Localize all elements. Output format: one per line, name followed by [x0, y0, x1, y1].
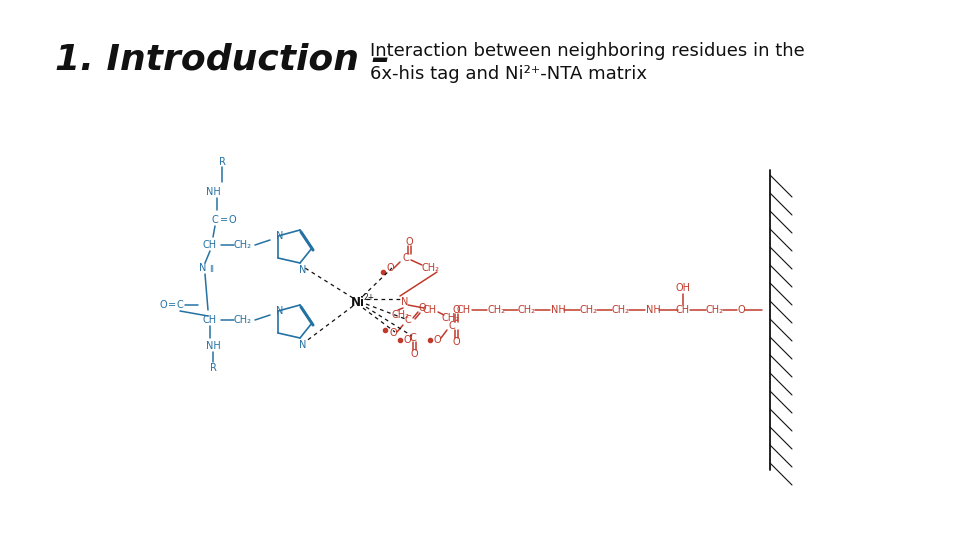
Text: NH: NH — [205, 341, 221, 351]
Text: 1. Introduction –: 1. Introduction – — [55, 42, 390, 76]
Text: CH₂: CH₂ — [234, 240, 252, 250]
Text: CH: CH — [457, 305, 471, 315]
Text: C: C — [402, 253, 409, 263]
Text: O: O — [410, 349, 418, 359]
Text: O: O — [403, 335, 411, 345]
Text: N: N — [200, 263, 206, 273]
Text: O: O — [452, 305, 460, 315]
Text: O: O — [737, 305, 745, 315]
Text: C: C — [211, 215, 218, 225]
Text: O: O — [452, 337, 460, 347]
Text: O: O — [386, 263, 394, 273]
Text: CH₂: CH₂ — [706, 305, 724, 315]
Text: O: O — [159, 300, 167, 310]
Text: N: N — [401, 297, 409, 307]
Text: O: O — [433, 335, 441, 345]
Text: CH₂: CH₂ — [580, 305, 598, 315]
Text: CH: CH — [203, 240, 217, 250]
Text: C: C — [448, 321, 455, 331]
Text: NH: NH — [205, 187, 221, 197]
Text: O: O — [405, 237, 413, 247]
Text: C: C — [410, 333, 417, 343]
Text: CH: CH — [676, 305, 690, 315]
Text: O: O — [389, 328, 396, 338]
Text: CH: CH — [203, 315, 217, 325]
Text: CH₂: CH₂ — [612, 305, 630, 315]
Text: =: = — [168, 300, 176, 310]
Text: CH₂: CH₂ — [391, 310, 409, 320]
Text: 6x-his tag and Ni²⁺-NTA matrix: 6x-his tag and Ni²⁺-NTA matrix — [370, 65, 647, 83]
Text: NH: NH — [551, 305, 565, 315]
Text: CH₂: CH₂ — [234, 315, 252, 325]
Text: OH: OH — [676, 283, 690, 293]
Text: Ni: Ni — [351, 295, 365, 308]
Text: 2+: 2+ — [364, 293, 374, 301]
Text: NH: NH — [646, 305, 660, 315]
Text: CH: CH — [423, 305, 437, 315]
Text: R: R — [209, 363, 216, 373]
Text: CH₂: CH₂ — [441, 313, 459, 323]
Text: CH₂: CH₂ — [421, 263, 439, 273]
Text: =: = — [220, 215, 228, 225]
Text: N: N — [276, 231, 284, 241]
Text: N: N — [276, 306, 284, 316]
Text: N: N — [300, 265, 306, 275]
Text: C: C — [177, 300, 183, 310]
Text: N: N — [300, 340, 306, 350]
Text: CH₂: CH₂ — [487, 305, 505, 315]
Text: O: O — [419, 303, 426, 313]
Text: O: O — [228, 215, 236, 225]
Text: CH₂: CH₂ — [518, 305, 536, 315]
Text: Interaction between neighboring residues in the: Interaction between neighboring residues… — [370, 42, 804, 60]
Text: II: II — [209, 266, 214, 274]
Text: R: R — [219, 157, 226, 167]
Text: C: C — [404, 315, 412, 325]
